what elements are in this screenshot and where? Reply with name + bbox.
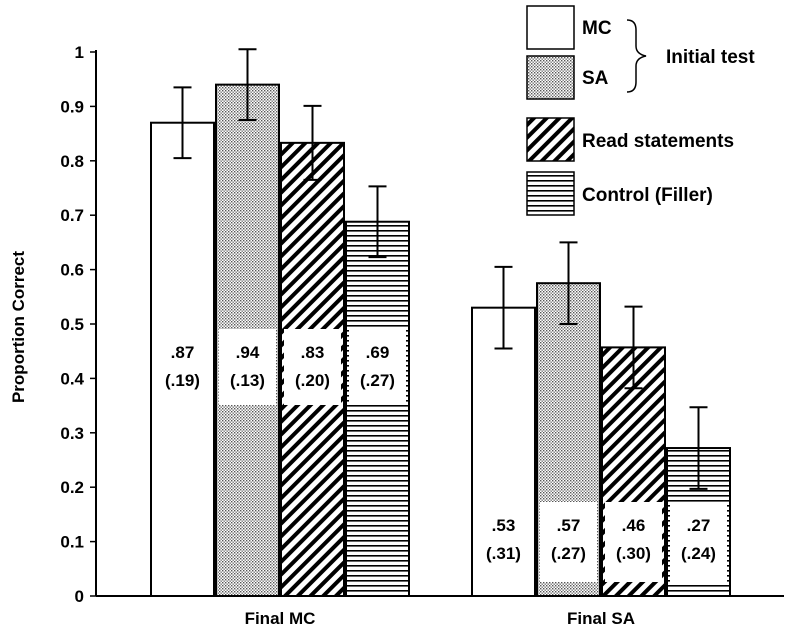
data-label-value: .57 — [557, 516, 581, 535]
bar-final-mc-control-filler- — [346, 222, 409, 596]
data-label-box — [219, 329, 276, 405]
data-label-value: .69 — [366, 343, 390, 362]
data-label-sd: (.30) — [616, 544, 651, 563]
y-tick-label: 0.4 — [60, 369, 84, 388]
x-category-label: Final SA — [567, 609, 635, 628]
data-label-value: .87 — [171, 343, 195, 362]
data-label-box — [349, 329, 406, 405]
legend-group-label: Initial test — [666, 47, 755, 68]
data-label-sd: (.31) — [486, 544, 521, 563]
y-axis-ticks: 0 0.1 0.2 0.3 0.4 0.5 0.6 0.7 0.8 0.9 1 — [60, 43, 96, 606]
y-tick-label: 0.6 — [60, 261, 84, 280]
data-label-value: .83 — [301, 343, 325, 362]
data-label-sd: (.20) — [295, 371, 330, 390]
data-label-value: .53 — [492, 516, 516, 535]
data-label-box — [154, 329, 211, 405]
data-label-box — [540, 502, 597, 582]
legend-label-sa: SA — [582, 68, 609, 89]
y-tick-label: 0.7 — [60, 206, 84, 225]
legend-brace — [627, 20, 646, 92]
legend-swatch-sa — [527, 56, 574, 99]
y-tick-label: 0.9 — [60, 97, 84, 116]
data-label-sd: (.24) — [681, 544, 716, 563]
data-label-box — [475, 502, 532, 582]
legend-swatch-mc — [527, 6, 574, 49]
category-labels: Final MC Final SA — [245, 609, 635, 628]
data-label-value: .94 — [236, 343, 260, 362]
data-label-sd: (.19) — [165, 371, 200, 390]
y-tick-label: 0.1 — [60, 533, 84, 552]
legend-label-read: Read statements — [582, 131, 734, 152]
y-tick-label: 0.8 — [60, 152, 84, 171]
y-tick-label: 0 — [75, 587, 84, 606]
legend-label-mc: MC — [582, 18, 612, 39]
legend: MC SA Initial test Read statements Contr… — [527, 6, 755, 215]
data-label-value: .46 — [622, 516, 646, 535]
data-label-sd: (.27) — [551, 544, 586, 563]
data-label-box — [670, 502, 727, 582]
y-tick-label: 0.3 — [60, 424, 84, 443]
y-tick-label: 0.5 — [60, 315, 84, 334]
y-axis-label: Proportion Correct — [9, 251, 28, 403]
data-label-sd: (.13) — [230, 371, 265, 390]
data-label-value: .27 — [687, 516, 711, 535]
x-category-label: Final MC — [245, 609, 316, 628]
y-tick-label: 0.2 — [60, 478, 84, 497]
data-label-box — [605, 502, 662, 582]
legend-swatch-control — [527, 172, 574, 215]
legend-swatch-read — [527, 118, 574, 161]
y-tick-label: 1 — [75, 43, 84, 62]
data-label-sd: (.27) — [360, 371, 395, 390]
data-label-box — [284, 329, 341, 405]
legend-label-control: Control (Filler) — [582, 185, 713, 206]
